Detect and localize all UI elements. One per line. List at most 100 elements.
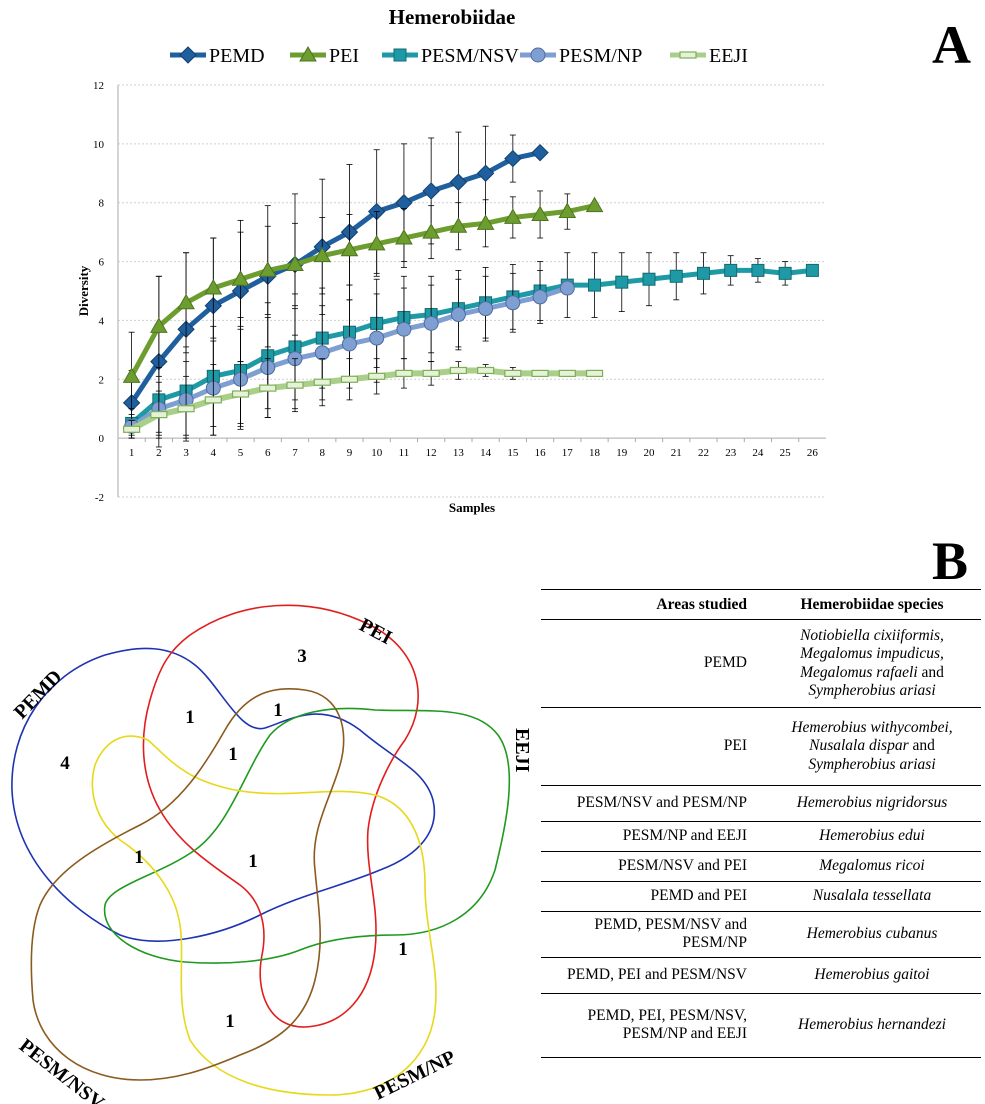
x-tick-label: 1 (129, 447, 135, 459)
species-cell: Hemerobius nigridorsus (763, 785, 981, 822)
x-tick-label: 17 (562, 447, 574, 459)
species-cell: Hemerobius edui (763, 821, 981, 852)
species-name: Hemerobius gaitoi (814, 965, 930, 983)
panel-b-letter: B (932, 531, 969, 591)
venn-count-pei-only: 3 (297, 646, 307, 667)
data-point (149, 317, 168, 333)
species-name: Nusalala dispar (809, 737, 909, 755)
data-point (395, 369, 413, 377)
venn-set-pesm-nsv (30, 688, 345, 1081)
legend-label: PESM/NP (559, 45, 642, 67)
data-point (341, 336, 357, 352)
legend-item: PESM/NP (520, 45, 642, 67)
legend-marker (179, 46, 197, 64)
data-point (259, 384, 277, 392)
species-name: Hemerobius cubanus (806, 925, 938, 943)
data-point (805, 263, 819, 277)
table-row: PEMD Notiobiella cixiiformis, Megalomus im… (541, 619, 981, 708)
data-point (477, 366, 495, 375)
data-point (150, 411, 168, 419)
legend-item: PEI (290, 45, 359, 67)
area-cell: PESM/NSV and PEI (541, 851, 763, 882)
x-tick-label: 11 (399, 447, 410, 459)
series-eeji (123, 358, 604, 442)
data-point (559, 280, 575, 296)
species-cell: Notiobiella cixiiformis, Megalomus impudi… (763, 619, 981, 708)
area-cell: PEMD, PEI and PESM/NSV (541, 957, 763, 994)
legend-marker (299, 45, 317, 62)
x-tick-label: 24 (752, 447, 764, 459)
species-cell: Hemerobius gaitoi (763, 957, 981, 994)
venn-count-all: 1 (248, 851, 258, 872)
species-cell: Hemerobius hernandezi (763, 993, 981, 1058)
data-point (177, 405, 195, 413)
data-point (724, 263, 738, 277)
x-tick-label: 26 (807, 447, 819, 459)
y-tick-label: 4 (99, 315, 105, 327)
data-point (422, 223, 441, 239)
x-tick-label: 5 (238, 447, 244, 459)
data-point (231, 390, 250, 398)
data-point (642, 272, 656, 286)
species-name: Hemerobius hernandezi (798, 1015, 946, 1033)
header-species: Hemerobiidae species (763, 589, 981, 620)
x-tick-label: 12 (426, 447, 437, 459)
area-cell: PEMD, PEI, PESM/NSV, PESM/NP and EEJI (541, 993, 763, 1058)
legend-marker (679, 51, 697, 59)
x-tick-label: 13 (453, 447, 465, 459)
y-tick-label: 6 (99, 257, 105, 269)
data-point (504, 149, 522, 168)
series-pei (122, 190, 604, 421)
data-point (505, 295, 521, 311)
species-name: Megalomus ricoi (819, 857, 925, 875)
species-cell: Hemerobius cubanus (763, 911, 981, 958)
data-point (231, 270, 250, 286)
species-name: Megalomus rafaeli (800, 663, 918, 681)
table-body: PEMD Notiobiella cixiiformis, Megalomus im… (541, 619, 981, 1058)
data-point (585, 369, 604, 377)
species-table: Areas studied Hemerobiidae species PEMD N… (541, 589, 981, 1058)
table-row: PEMD, PESM/NSV and PESM/NP Hemerobius cub… (541, 911, 981, 958)
venn-set-eeji (103, 707, 511, 964)
species-name: Hemerobius withycombei, (791, 719, 953, 737)
series-line (130, 367, 595, 432)
species-name: Megalomus impudicus, (800, 645, 944, 663)
species-name: Nusalala tessellata (812, 887, 932, 905)
y-axis-label: Diversity (76, 265, 91, 316)
panel-a-letter: A (932, 15, 971, 75)
y-tick-label: 10 (93, 139, 105, 151)
data-point (313, 246, 332, 263)
data-point (751, 263, 765, 277)
table-row: PEMD and PEI Nusalala tessellata (541, 881, 981, 912)
legend-item: PESM/NSV (382, 45, 519, 67)
species-cell: Hemerobius withycombei, Nusalala dispar a… (763, 707, 981, 786)
x-tick-label: 16 (535, 447, 547, 459)
legend-label: PESM/NSV (421, 45, 519, 67)
species-name: and (917, 663, 944, 681)
area-cell: PEMD and PEI (541, 881, 763, 912)
data-point (531, 143, 549, 162)
chart-title: Hemerobiidae (389, 5, 516, 29)
data-point (588, 278, 602, 292)
venn-count-nsv-np: 1 (225, 1011, 235, 1032)
data-point (422, 182, 440, 200)
species-name: Hemerobius edui (819, 827, 925, 845)
area-cell: PESM/NP and EEJI (541, 821, 763, 852)
species-name: Sympherobius ariasi (808, 681, 936, 699)
data-point (423, 315, 439, 331)
x-tick-label: 2 (156, 447, 162, 459)
x-tick-label: 10 (371, 447, 383, 459)
x-tick-label: 20 (644, 447, 656, 459)
venn-label-pesm-np: PESM/NP (371, 1046, 460, 1104)
header-areas: Areas studied (541, 589, 763, 620)
legend-marker (393, 48, 407, 62)
data-point (585, 196, 604, 213)
data-point (504, 369, 522, 377)
data-point (367, 234, 386, 251)
data-point (615, 275, 629, 289)
venn-label-pesm-nsv: PESM/NSV (15, 1035, 109, 1104)
data-point (286, 381, 304, 389)
venn-label-pemd: PEMD (10, 666, 67, 724)
area-cell: PEI (541, 707, 763, 786)
